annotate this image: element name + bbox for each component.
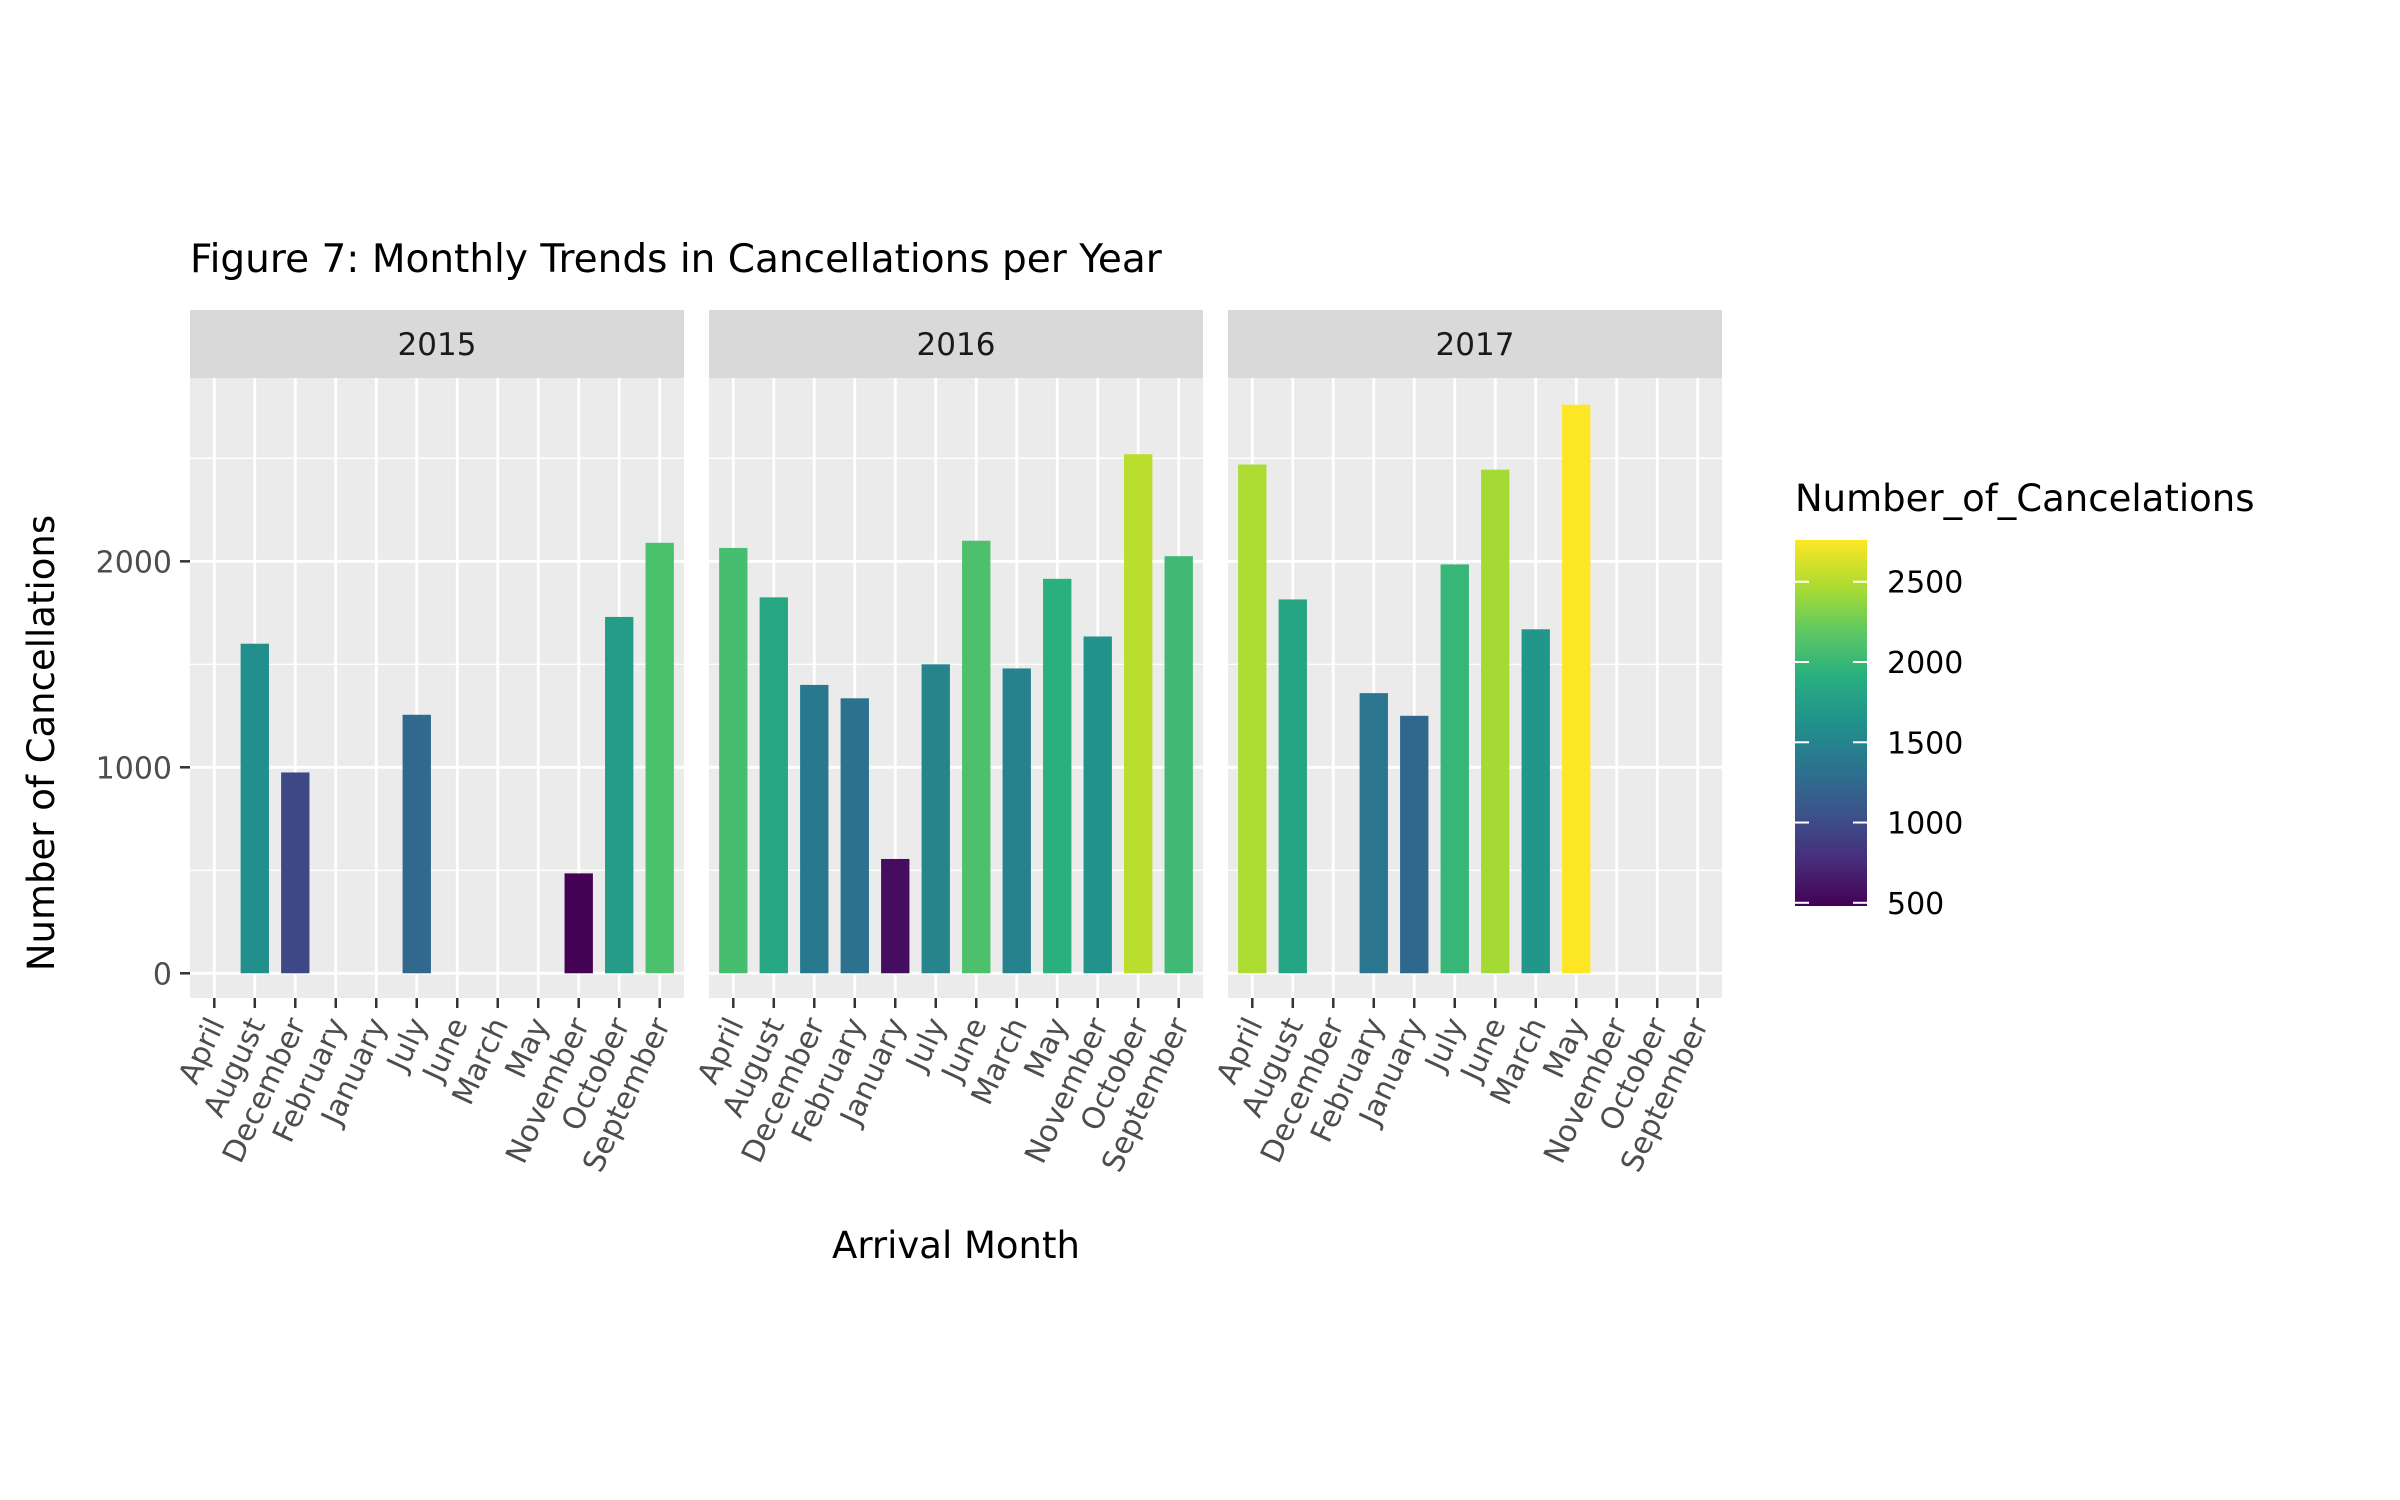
legend-title: Number_of_Cancelations: [1795, 477, 2254, 520]
facet-strip-label: 2016: [917, 327, 996, 363]
bar-2017-august: [1278, 599, 1307, 974]
bar-2017-february: [1359, 693, 1388, 974]
legend-ticks: 500 1000 1500 2000 2500: [1795, 566, 1963, 922]
bar-2016-june: [962, 540, 991, 974]
plot-panel-background: [709, 378, 1203, 998]
bar-2016-april: [719, 547, 748, 974]
facet-strip-label: 2017: [1436, 327, 1515, 363]
bar-2016-july: [921, 664, 950, 974]
bar-2016-january: [881, 858, 910, 974]
y-tick-label: 2000: [96, 545, 172, 580]
facet-panel-2015: 2015AprilAugustDecemberFebruaryJanuaryJu…: [172, 310, 684, 1178]
bar-2015-september: [645, 542, 674, 974]
facet-strip: [1228, 310, 1722, 378]
bar-2017-may: [1562, 404, 1591, 974]
plot-panel-background: [190, 378, 684, 998]
facet-strip: [190, 310, 684, 378]
legend-tick-label: 2500: [1887, 566, 1963, 601]
bar-2015-october: [605, 616, 634, 974]
legend-colorbar: [1795, 540, 1867, 906]
y-axis-label: Number of Cancellations: [20, 515, 63, 971]
bar-2015-july: [402, 714, 431, 974]
bar-2015-november: [564, 873, 593, 974]
y-tick-label: 1000: [96, 751, 172, 786]
legend-tick-label: 1500: [1887, 726, 1963, 761]
bar-2015-december: [281, 772, 310, 974]
bar-2016-march: [1002, 668, 1031, 974]
legend-tick-label: 500: [1887, 887, 1944, 922]
chart-title: Figure 7: Monthly Trends in Cancellation…: [190, 237, 1163, 282]
bar-2016-september: [1164, 556, 1193, 974]
bar-2017-june: [1481, 469, 1510, 974]
facet-strip-label: 2015: [398, 327, 477, 363]
bar-2016-october: [1124, 454, 1153, 974]
bar-2016-february: [840, 698, 869, 974]
legend-tick-label: 2000: [1887, 646, 1963, 681]
bar-2017-march: [1521, 629, 1550, 974]
facet-panels: 2015AprilAugustDecemberFebruaryJanuaryJu…: [172, 310, 1722, 1178]
bar-2017-july: [1440, 564, 1469, 974]
bar-2016-august: [759, 597, 788, 974]
bar-2016-december: [800, 684, 829, 974]
x-axis-label: Arrival Month: [832, 1224, 1080, 1267]
facet-panel-2017: 2017AprilAugustDecemberFebruaryJanuaryJu…: [1210, 310, 1722, 1178]
bar-2017-april: [1238, 464, 1267, 974]
color-legend: Number_of_Cancelations 500 1000 1500 2000 25…: [1795, 477, 2254, 922]
y-tick-label: 0: [153, 957, 172, 992]
plot-panel-background: [1228, 378, 1722, 998]
facet-panel-2016: 2016AprilAugustDecemberFebruaryJanuaryJu…: [691, 310, 1203, 1178]
bar-2016-may: [1043, 578, 1072, 974]
bar-2017-january: [1400, 715, 1429, 974]
bar-2016-november: [1083, 636, 1112, 974]
y-axis: 0 1000 2000: [96, 545, 190, 992]
bar-2015-august: [240, 643, 269, 974]
legend-tick-label: 1000: [1887, 807, 1963, 842]
facet-strip: [709, 310, 1203, 378]
